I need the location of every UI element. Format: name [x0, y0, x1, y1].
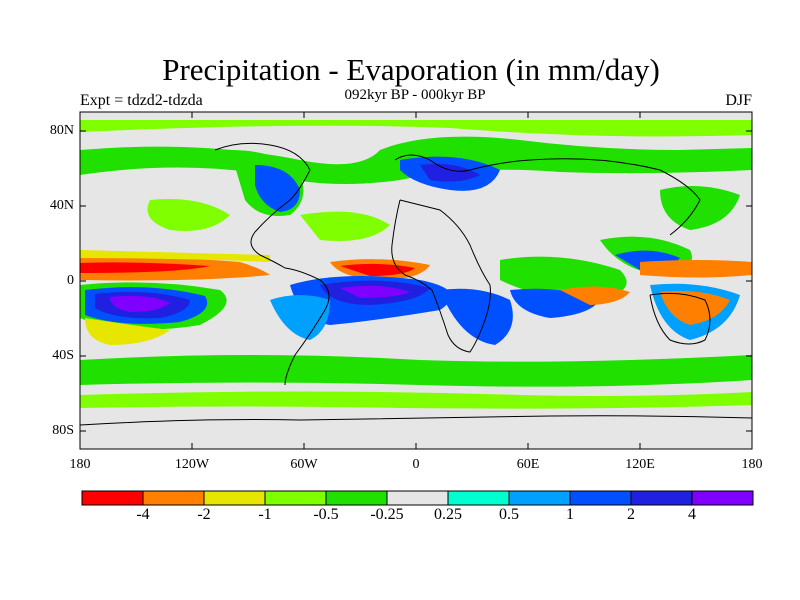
lat-tick-label: 80S [52, 423, 74, 438]
colorbar-label: 2 [627, 506, 635, 523]
lon-tick-label: 120W [174, 457, 210, 472]
lon-tick-label: 180 [741, 457, 763, 472]
colorbar-box [81, 490, 144, 506]
colorbar-label: 0.5 [499, 506, 519, 523]
colorbar-box [325, 490, 388, 506]
colorbar-box [508, 490, 571, 506]
colorbar-label: 0.25 [434, 506, 462, 523]
map-title: Precipitation - Evaporation (in mm/day) [162, 52, 660, 87]
colorbar-label: -4 [136, 506, 150, 523]
colorbar-label: -1 [258, 506, 272, 523]
colorbar-label: -0.25 [370, 506, 404, 523]
map-subtitle: 092kyr BP - 000kyr BP [344, 87, 486, 103]
lat-tick-label: 40N [49, 198, 74, 213]
colorbar-box [447, 490, 510, 506]
colorbar-label: 4 [688, 506, 696, 523]
colorbar-box [386, 490, 449, 506]
lon-tick-label: 120E [625, 457, 655, 472]
map-field [80, 112, 752, 449]
colorbar-label: 1 [566, 506, 574, 523]
colorbar-label: -2 [197, 506, 211, 523]
lon-tick-label: 60E [516, 457, 540, 472]
colorbar-box [630, 490, 693, 506]
colorbar-box [569, 490, 632, 506]
colorbar [81, 490, 754, 506]
experiment-label: Expt = tdzd2-tdzda [80, 92, 203, 109]
lat-tick-label: 0 [67, 273, 74, 288]
lon-tick-label: 180 [69, 457, 91, 472]
colorbar-box [203, 490, 266, 506]
colorbar-label: -0.5 [313, 506, 339, 523]
season-label: DJF [725, 92, 752, 109]
lon-tick-label: 60W [290, 457, 318, 472]
colorbar-box [142, 490, 205, 506]
lat-tick-label: 80N [49, 123, 74, 138]
map-ticks [80, 112, 752, 449]
coastlines [80, 142, 752, 426]
lat-tick-label: 40S [52, 348, 74, 363]
lon-tick-label: 0 [412, 457, 420, 472]
colorbar-box [691, 490, 754, 506]
colorbar-box [264, 490, 327, 506]
